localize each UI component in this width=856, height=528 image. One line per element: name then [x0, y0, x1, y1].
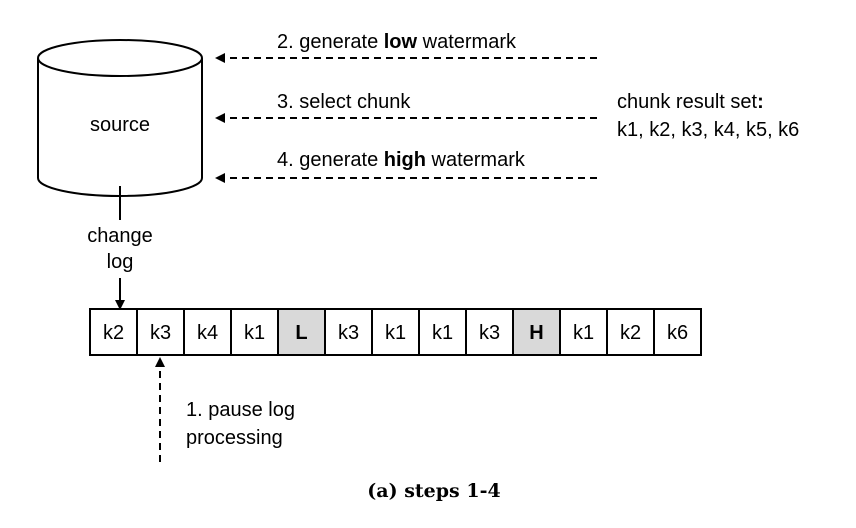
log-cell-box: [512, 308, 561, 356]
log-cell-label: k4: [197, 322, 218, 344]
log-cell-marker: H: [512, 308, 561, 356]
step-arrows: 2. generate low watermark 3. select chun…: [215, 31, 597, 183]
log-cell-marker: L: [277, 308, 326, 356]
log-cell: k3: [136, 308, 185, 356]
log-cell-box: [277, 308, 326, 356]
log-cell-label: k6: [667, 322, 688, 344]
log-cell-label: k2: [103, 322, 124, 344]
log-cell-box: [371, 308, 420, 356]
log-cell-box: [418, 308, 467, 356]
log-cell-box: [653, 308, 702, 356]
log-cell-label: k1: [244, 322, 265, 344]
log-cell: k3: [465, 308, 514, 356]
chunk-result-set: chunk result set: k1, k2, k3, k4, k5, k6: [617, 91, 799, 141]
change-log-connector: change log: [87, 186, 153, 310]
step2-label: 2. generate low watermark: [277, 31, 517, 53]
log-cell-label: k1: [385, 322, 406, 344]
log-cell-box: [606, 308, 655, 356]
source-database: source: [37, 39, 203, 197]
log-cell-box: [136, 308, 185, 356]
log-cell: k2: [89, 308, 138, 356]
pause-label-line2: processing: [186, 427, 283, 449]
log-cell-label: k2: [620, 322, 641, 344]
log-cell-box: [324, 308, 373, 356]
source-label: source: [90, 114, 150, 136]
log-cell-label: H: [529, 322, 543, 344]
chunk-result-keys: k1, k2, k3, k4, k5, k6: [617, 119, 799, 141]
step4-label: 4. generate high watermark: [277, 149, 526, 171]
log-cell-label: k1: [432, 322, 453, 344]
log-cell-label: k3: [479, 322, 500, 344]
caption: (a) steps 1-4: [367, 480, 500, 502]
log-cell-label: L: [295, 322, 307, 344]
log-cell: k1: [418, 308, 467, 356]
log-cell-label: k3: [150, 322, 171, 344]
pause-log-processing: 1. pause log processing: [155, 357, 295, 462]
log-cell-box: [183, 308, 232, 356]
log-cell: k1: [559, 308, 608, 356]
log-cell: k3: [324, 308, 373, 356]
source-cylinder-top: [37, 39, 203, 77]
log-cell: k1: [230, 308, 279, 356]
step3-label: 3. select chunk: [277, 91, 411, 113]
change-log-label-line2: log: [107, 251, 134, 273]
log-cell-label: k3: [338, 322, 359, 344]
log-cell: k2: [606, 308, 655, 356]
log-cell: k4: [183, 308, 232, 356]
log-cell: k6: [653, 308, 702, 356]
log-cell: k1: [371, 308, 420, 356]
log-cell-label: k1: [573, 322, 594, 344]
change-log-label-line1: change: [87, 225, 153, 247]
chunk-result-title: chunk result set:: [617, 91, 764, 113]
pause-label-line1: 1. pause log: [186, 399, 295, 421]
